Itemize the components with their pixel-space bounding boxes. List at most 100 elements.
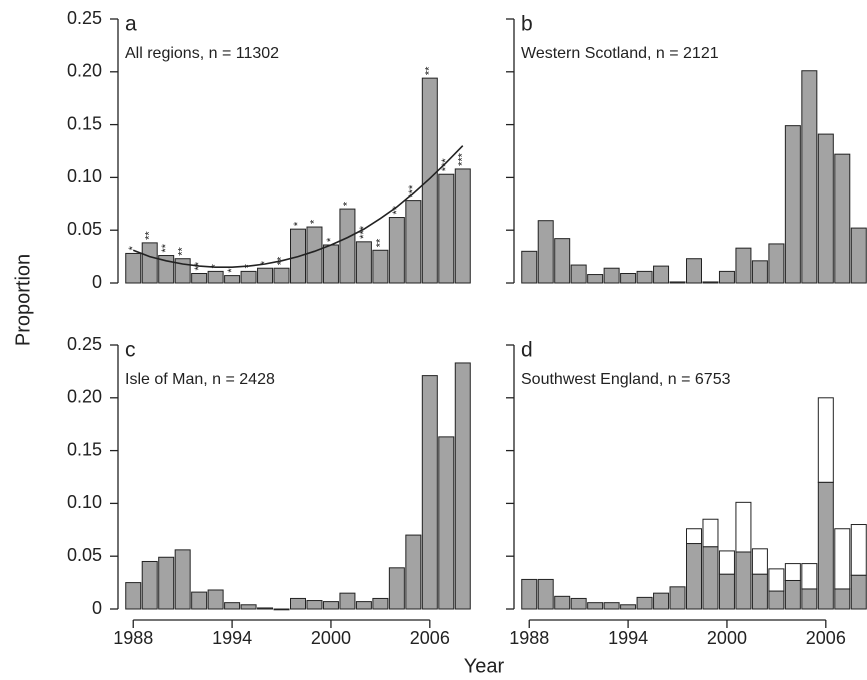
y-tick-label: 0.20	[67, 387, 102, 407]
bar	[603, 602, 620, 610]
bar	[801, 70, 818, 284]
bar	[158, 556, 175, 610]
significance-label: *	[308, 219, 320, 224]
x-tick-label: 2000	[311, 628, 351, 648]
y-tick-label: 0	[92, 598, 102, 618]
bar	[653, 592, 670, 610]
bar	[421, 375, 438, 610]
significance-label: **	[424, 66, 436, 75]
bar	[421, 77, 438, 284]
significance-label: *	[226, 268, 238, 273]
bar	[718, 270, 735, 284]
bar	[521, 578, 538, 610]
bar	[751, 573, 768, 610]
bar	[339, 592, 356, 610]
x-tick-label: 2006	[410, 628, 450, 648]
trend-line	[132, 145, 464, 268]
y-tick-label: 0.10	[67, 492, 102, 512]
y-tick-label: 0.25	[67, 334, 102, 354]
bar	[735, 551, 752, 610]
y-axis-title: Proportion	[12, 254, 34, 346]
bar	[125, 252, 142, 284]
bar	[735, 501, 752, 553]
bar	[801, 563, 818, 590]
bar	[850, 574, 867, 610]
bar	[636, 596, 653, 610]
x-tick-label: 1988	[509, 628, 549, 648]
bar	[537, 578, 554, 610]
bar	[554, 238, 571, 284]
bar	[751, 260, 768, 284]
y-tick-label: 0.20	[67, 61, 102, 81]
bar	[537, 220, 554, 284]
panel-label: a	[125, 13, 137, 36]
bar	[834, 588, 851, 610]
significance-label: **	[391, 205, 403, 214]
significance-label: ***	[457, 152, 469, 166]
bar	[817, 481, 834, 610]
significance-label: *	[341, 201, 353, 206]
significance-label: **	[160, 243, 172, 252]
bar	[306, 600, 323, 610]
bar	[768, 590, 785, 610]
bar	[521, 250, 538, 284]
bar	[653, 265, 670, 284]
x-tick-label: 1994	[608, 628, 648, 648]
bar	[570, 264, 587, 284]
panel-subtitle: Western Scotland, n = 2121	[521, 45, 719, 62]
bar	[718, 550, 735, 575]
y-tick-label: 0.05	[67, 219, 102, 239]
bar	[817, 133, 834, 284]
bar	[405, 534, 422, 610]
bar	[454, 168, 471, 284]
bar	[306, 226, 323, 284]
significance-label: ***	[358, 225, 370, 239]
bar	[768, 243, 785, 284]
x-axis-title: Year	[464, 655, 505, 677]
bar	[257, 607, 274, 610]
bar	[587, 602, 604, 610]
x-tick-label: 2000	[707, 628, 747, 648]
panel-label: d	[521, 339, 533, 362]
y-tick-label: 0	[92, 272, 102, 292]
significance-label: **	[374, 238, 386, 247]
y-tick-label: 0.15	[67, 439, 102, 459]
bar	[570, 597, 587, 610]
panel-label: b	[521, 13, 533, 36]
y-tick-label: 0.15	[67, 113, 102, 133]
bar	[554, 595, 571, 610]
bar	[207, 589, 224, 610]
significance-label: *	[292, 221, 304, 226]
bar	[751, 548, 768, 575]
bar	[339, 208, 356, 284]
bar	[174, 549, 191, 610]
bar	[718, 573, 735, 610]
bar	[141, 242, 158, 284]
significance-label: **	[144, 231, 156, 240]
bar	[191, 272, 208, 284]
significance-label: **	[177, 246, 189, 255]
bar	[438, 436, 455, 610]
bar	[438, 173, 455, 284]
x-tick-label: 2006	[806, 628, 846, 648]
bar	[768, 568, 785, 592]
significance-label: *	[210, 263, 222, 268]
x-tick-label: 1994	[212, 628, 252, 648]
bar	[405, 200, 422, 284]
bar	[207, 270, 224, 284]
y-tick-label: 0.25	[67, 8, 102, 28]
bar	[273, 267, 290, 284]
y-tick-label: 0.10	[67, 166, 102, 186]
bar	[620, 604, 637, 610]
bar	[702, 281, 719, 284]
bar	[587, 274, 604, 284]
bar	[784, 563, 801, 581]
bar	[372, 597, 389, 610]
bar	[850, 524, 867, 576]
bar	[603, 267, 620, 284]
bar	[257, 267, 274, 284]
bar	[240, 270, 257, 284]
bar	[702, 518, 719, 548]
significance-label: *	[325, 237, 337, 242]
